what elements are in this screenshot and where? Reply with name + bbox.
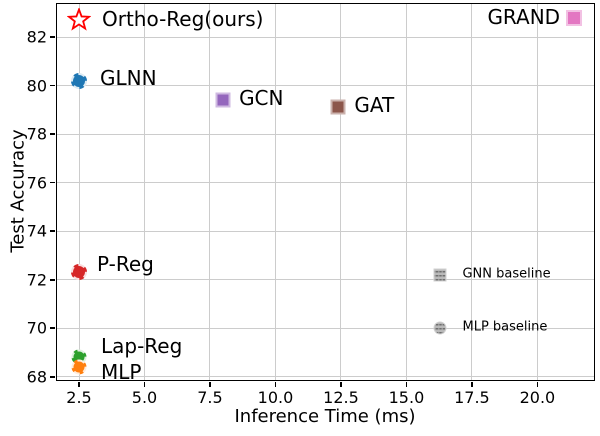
marker-mlp	[71, 359, 87, 375]
y-axis-label: Test Accuracy	[7, 129, 29, 253]
gridline-y-72	[57, 279, 594, 281]
gridline-x-5.0	[143, 4, 145, 380]
x-tick-mark	[471, 381, 473, 387]
y-tick-label: 70	[26, 318, 47, 338]
y-tick-label: 76	[26, 173, 47, 193]
y-tick-mark	[50, 327, 56, 330]
gridline-y-78	[57, 133, 594, 135]
x-tick-mark	[78, 381, 80, 387]
y-tick-label: 82	[26, 27, 47, 47]
gridline-x-17.5	[471, 4, 473, 380]
point-label-lap-reg: Lap-Reg	[101, 334, 183, 359]
marker-mlp-baseline	[433, 321, 447, 335]
x-tick-label: 5.0	[131, 388, 158, 407]
gridline-y-70	[57, 327, 594, 329]
x-tick-label: 2.5	[66, 388, 92, 407]
gridline-x-10.0	[274, 4, 276, 380]
y-tick-mark	[50, 278, 56, 281]
y-tick-mark	[50, 230, 56, 232]
x-axis-label: Inference Time (ms)	[234, 406, 416, 427]
y-tick-mark	[50, 376, 56, 378]
marker-grand	[566, 9, 583, 26]
x-tick-label: 17.5	[454, 388, 490, 407]
marker-gcn	[215, 92, 231, 108]
y-tick-mark	[50, 84, 56, 87]
gridline-y-68	[57, 376, 594, 378]
point-label-gcn: GCN	[239, 86, 284, 111]
y-tick-label: 74	[26, 221, 47, 241]
marker-gat	[330, 99, 346, 115]
gridline-y-76	[57, 182, 594, 184]
point-label-gnn-baseline: GNN baseline	[462, 266, 551, 282]
gridline-x-12.5	[340, 4, 342, 380]
marker-ortho-reg	[67, 8, 91, 32]
marker-p-reg	[71, 264, 87, 281]
gridline-x-15.0	[405, 4, 407, 380]
y-tick-mark	[50, 181, 56, 184]
point-label-ortho-reg: Ortho-Reg(ours)	[102, 7, 264, 32]
y-tick-mark	[50, 36, 56, 38]
gridline-x-7.5	[209, 4, 211, 380]
point-label-p-reg: P-Reg	[97, 252, 154, 277]
marker-glnn	[71, 72, 87, 89]
x-tick-mark	[274, 381, 277, 387]
x-tick-mark	[536, 381, 539, 387]
x-tick-mark	[143, 381, 146, 387]
point-label-mlp-baseline: MLP baseline	[462, 319, 548, 335]
y-tick-mark	[50, 133, 56, 135]
y-tick-label: 68	[26, 367, 47, 387]
point-label-grand: GRAND	[487, 4, 561, 29]
marker-gnn-baseline	[433, 268, 447, 282]
y-tick-label: 72	[26, 270, 47, 290]
plot-area: 2.5 5.0 7.5 10.0 12.5 15.0 17.5 20.0 68 70 72 74 76 7…	[27, 3, 595, 407]
star-icon	[67, 8, 91, 31]
point-label-mlp: MLP	[101, 360, 142, 385]
y-tick-label: 80	[26, 76, 47, 96]
x-tick-label: 20.0	[519, 388, 556, 407]
gridline-x-20.0	[536, 4, 538, 380]
point-label-gat: GAT	[354, 93, 395, 118]
point-label-glnn: GLNN	[100, 65, 157, 90]
gridline-y-82	[57, 36, 594, 38]
gridline-x-2.5	[78, 4, 80, 380]
x-tick-mark	[209, 381, 211, 387]
x-tick-mark	[340, 381, 342, 387]
y-tick-label: 78	[26, 124, 47, 144]
x-tick-label: 12.5	[323, 388, 359, 407]
x-tick-label: 7.5	[197, 388, 223, 407]
x-tick-label: 15.0	[388, 388, 425, 407]
x-tick-mark	[405, 381, 408, 387]
x-tick-label: 10.0	[257, 388, 294, 407]
gridline-y-74	[57, 230, 594, 232]
gridline-y-80	[57, 85, 594, 87]
